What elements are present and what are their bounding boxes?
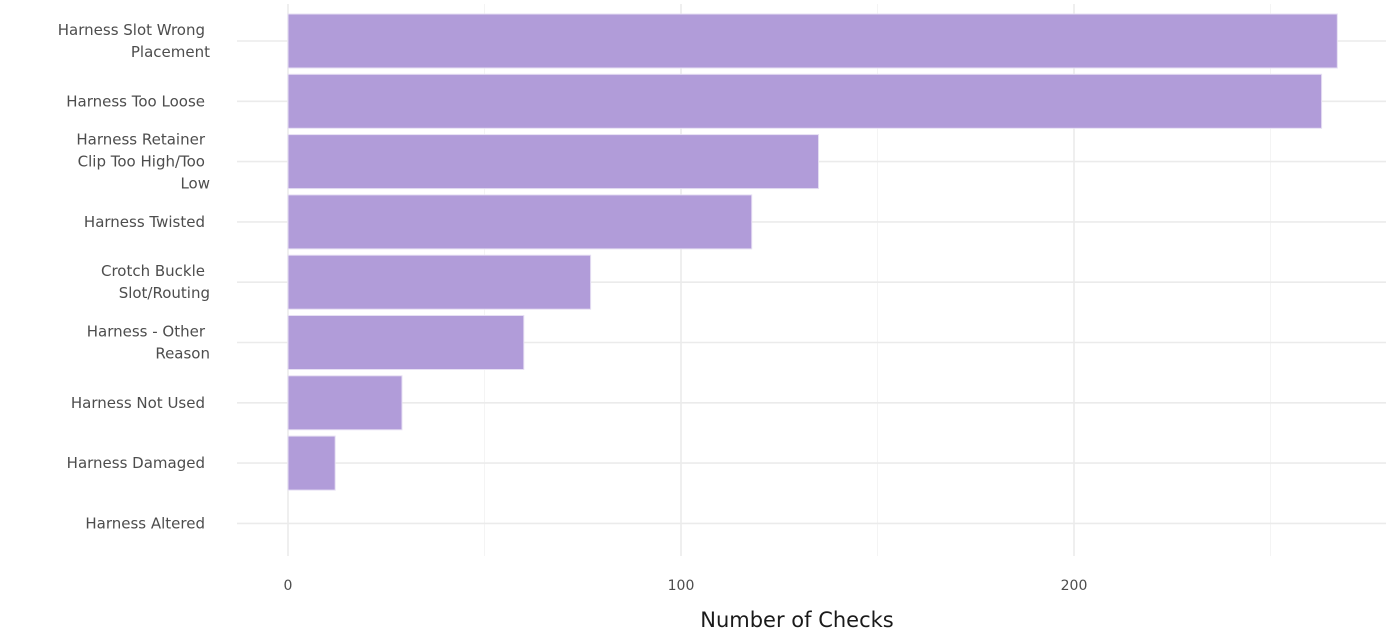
x-axis-title: Number of Checks <box>700 608 894 632</box>
bars-layer <box>288 14 1337 490</box>
category-label: Harness Twisted <box>84 213 205 231</box>
category-label: Harness Too Loose <box>66 92 205 110</box>
bar <box>288 316 524 370</box>
bar <box>288 135 819 189</box>
category-label: Harness Damaged <box>67 454 205 472</box>
category-labels: Harness Slot Wrong Placement Harness Too L… <box>58 21 210 532</box>
category-label: Crotch Buckle Slot/Routing <box>101 262 210 302</box>
bar <box>288 376 402 430</box>
bar <box>288 195 752 249</box>
category-label: Harness Not Used <box>71 394 205 412</box>
bar <box>288 74 1322 128</box>
bar <box>288 255 591 309</box>
bar <box>288 436 335 490</box>
x-tick-label: 200 <box>1061 578 1088 594</box>
x-tick-label: 0 <box>284 578 293 594</box>
category-label: Harness Retainer Clip Too High/Too Low <box>76 131 210 193</box>
category-label: Harness Altered <box>85 514 205 532</box>
category-label: Harness - Other Reason <box>87 323 210 363</box>
bar <box>288 14 1337 68</box>
x-tick-labels: 0 100 200 <box>284 578 1088 594</box>
category-label: Harness Slot Wrong Placement <box>58 21 210 61</box>
x-tick-label: 100 <box>668 578 695 594</box>
